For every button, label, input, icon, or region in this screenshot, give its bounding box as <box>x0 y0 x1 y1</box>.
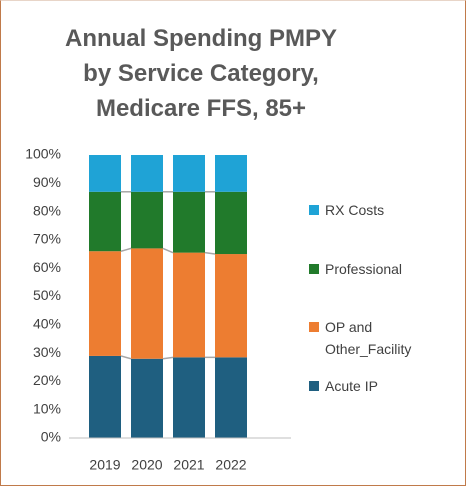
legend-swatch <box>309 381 319 391</box>
bar-segment <box>131 155 163 192</box>
bar-segment <box>215 191 247 255</box>
y-tick-label: 60% <box>33 259 61 275</box>
chart-title: Annual Spending PMPY by Service Category… <box>64 25 337 122</box>
y-tick-label: 40% <box>33 316 61 332</box>
bar-segment <box>131 358 163 438</box>
series-line <box>162 247 174 254</box>
bar-segment <box>131 191 163 249</box>
bar-segment <box>173 357 205 438</box>
bar-segment <box>215 357 247 438</box>
bar-segment <box>89 251 121 356</box>
legend-label: RX Costs <box>325 202 385 218</box>
y-tick-label: 0% <box>41 429 61 445</box>
x-tick-label: 2020 <box>131 457 162 473</box>
y-tick-label: 50% <box>33 287 61 303</box>
x-tick-label: 2019 <box>89 457 120 473</box>
bar-segment <box>89 155 121 192</box>
bar-segment <box>173 252 205 358</box>
legend-label: Professional <box>325 261 403 277</box>
bar-segment <box>215 155 247 192</box>
legend-label: Acute IP <box>325 378 378 394</box>
x-tick-label: 2022 <box>215 457 246 473</box>
y-tick-label: 30% <box>33 344 61 360</box>
y-tick-label: 20% <box>33 372 61 388</box>
y-tick-label: 100% <box>25 146 61 162</box>
series-line <box>162 356 174 360</box>
bar-segment <box>131 248 163 359</box>
legend-label: OP and Other_Facility <box>325 319 412 357</box>
series-line <box>120 247 132 252</box>
bar-segment <box>215 254 247 358</box>
bar-segment <box>89 191 121 252</box>
series-line <box>204 251 216 255</box>
legend-swatch <box>309 205 319 215</box>
y-tick-label: 90% <box>33 174 61 190</box>
legend-swatch <box>309 322 319 332</box>
bar-segment <box>173 191 205 253</box>
bar-segment <box>173 155 205 192</box>
y-tick-label: 70% <box>33 231 61 247</box>
y-tick-label: 80% <box>33 202 61 218</box>
y-tick-label: 10% <box>33 400 61 416</box>
series-line <box>120 355 132 360</box>
legend-swatch <box>309 264 319 274</box>
x-tick-label: 2021 <box>173 457 204 473</box>
bar-segment <box>89 355 121 438</box>
